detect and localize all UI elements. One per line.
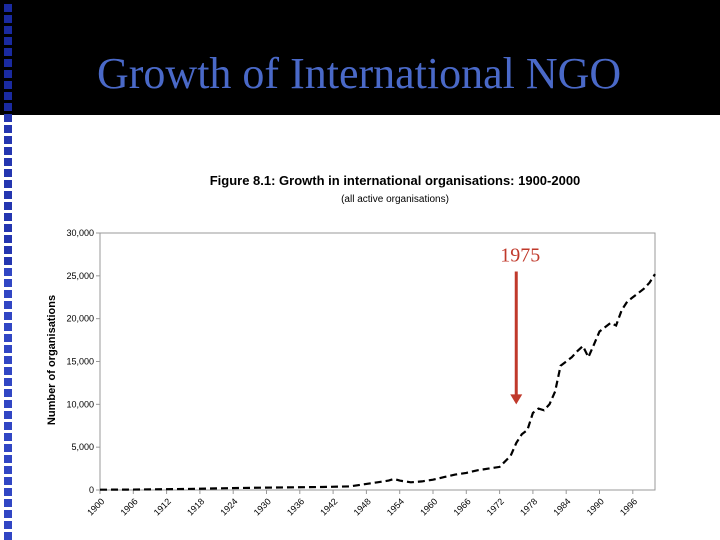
sidebar-square — [4, 532, 12, 540]
annotation-label: 1975 — [500, 245, 540, 267]
y-tick-label: 20,000 — [66, 314, 94, 324]
x-tick-label: 1954 — [385, 496, 406, 517]
sidebar-square — [4, 268, 12, 276]
sidebar-square — [4, 125, 12, 133]
sidebar-square — [4, 26, 12, 34]
sidebar-square — [4, 37, 12, 45]
x-tick-label: 1978 — [518, 496, 539, 517]
sidebar-square — [4, 290, 12, 298]
x-tick-label: 1960 — [418, 496, 439, 517]
y-tick-label: 0 — [89, 485, 94, 495]
sidebar-square — [4, 103, 12, 111]
sidebar-square — [4, 70, 12, 78]
x-tick-label: 1966 — [451, 496, 472, 517]
y-tick-label: 30,000 — [66, 228, 94, 238]
annotation-arrowhead — [510, 394, 523, 405]
x-tick-label: 1918 — [185, 496, 206, 517]
x-tick-label: 1996 — [618, 496, 639, 517]
sidebar-square — [4, 4, 12, 12]
sidebar-square — [4, 488, 12, 496]
x-tick-label: 1948 — [352, 496, 373, 517]
sidebar-square — [4, 334, 12, 342]
x-tick-label: 1936 — [285, 496, 306, 517]
x-tick-label: 1942 — [318, 496, 339, 517]
sidebar-square — [4, 180, 12, 188]
sidebar-square — [4, 92, 12, 100]
sidebar-square — [4, 455, 12, 463]
sidebar-square — [4, 158, 12, 166]
sidebar-square — [4, 411, 12, 419]
y-axis-label: Number of organisations — [46, 295, 58, 425]
x-tick-label: 1990 — [585, 496, 606, 517]
sidebar-square — [4, 312, 12, 320]
sidebar-square — [4, 433, 12, 441]
sidebar-square — [4, 147, 12, 155]
sidebar-square — [4, 202, 12, 210]
sidebar-square — [4, 499, 12, 507]
sidebar-square — [4, 389, 12, 397]
x-tick-label: 1900 — [85, 496, 106, 517]
x-tick-label: 1906 — [118, 496, 139, 517]
sidebar-square — [4, 191, 12, 199]
sidebar-square — [4, 323, 12, 331]
sidebar-square — [4, 301, 12, 309]
slide-header — [0, 0, 720, 115]
x-tick-label: 1924 — [218, 496, 239, 517]
sidebar-square — [4, 114, 12, 122]
sidebar-square — [4, 477, 12, 485]
x-tick-label: 1972 — [485, 496, 506, 517]
sidebar-square — [4, 213, 12, 221]
sidebar-square — [4, 444, 12, 452]
y-tick-label: 25,000 — [66, 271, 94, 281]
sidebar-square — [4, 400, 12, 408]
y-tick-label: 15,000 — [66, 357, 94, 367]
chart-title: Figure 8.1: Growth in international orga… — [210, 173, 581, 188]
sidebar-square — [4, 422, 12, 430]
sidebar-square — [4, 510, 12, 518]
chart-subtitle: (all active organisations) — [341, 194, 449, 205]
sidebar-square — [4, 81, 12, 89]
sidebar-square — [4, 59, 12, 67]
slide-title: Growth of International NGO — [97, 49, 622, 98]
y-tick-label: 5,000 — [71, 442, 94, 452]
sidebar-square — [4, 235, 12, 243]
sidebar-square — [4, 367, 12, 375]
sidebar-square — [4, 521, 12, 529]
sidebar-square — [4, 345, 12, 353]
line-chart: Figure 8.1: Growth in international orga… — [46, 173, 656, 518]
sidebar-square — [4, 246, 12, 254]
x-tick-label: 1984 — [551, 496, 572, 517]
sidebar-square — [4, 378, 12, 386]
sidebar-square — [4, 466, 12, 474]
x-tick-label: 1912 — [152, 496, 173, 517]
series-line — [99, 273, 656, 491]
sidebar-square — [4, 224, 12, 232]
y-tick-label: 10,000 — [66, 399, 94, 409]
sidebar-square — [4, 136, 12, 144]
plot-frame — [99, 232, 656, 491]
sidebar-square — [4, 356, 12, 364]
sidebar-square — [4, 15, 12, 23]
sidebar-square — [4, 169, 12, 177]
sidebar-square — [4, 48, 12, 56]
sidebar-square — [4, 279, 12, 287]
sidebar-square — [4, 257, 12, 265]
sidebar-decoration — [0, 0, 22, 540]
x-tick-label: 1930 — [252, 496, 273, 517]
